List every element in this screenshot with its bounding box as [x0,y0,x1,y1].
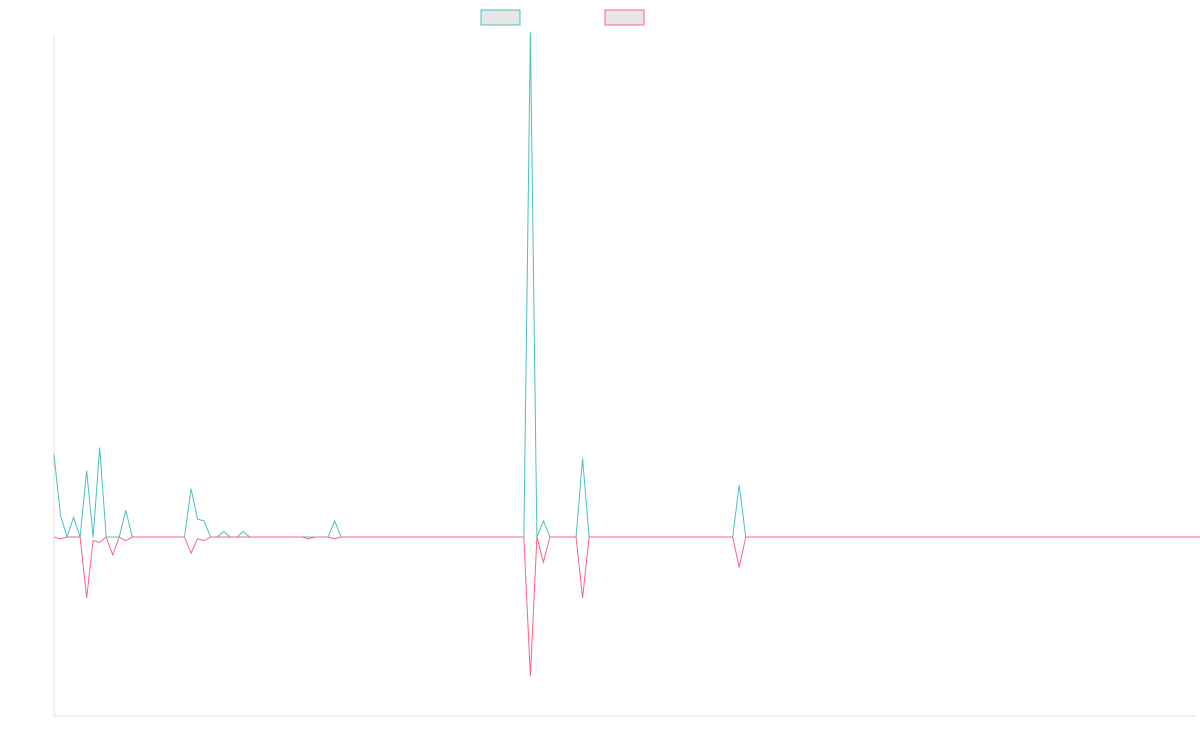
series-layer [53,32,1200,677]
series-line-2 [53,536,1200,677]
legend [480,9,645,26]
series-line-1 [53,32,1200,539]
legend-swatch-2[interactable] [604,9,645,26]
legend-swatch-1[interactable] [480,9,521,26]
